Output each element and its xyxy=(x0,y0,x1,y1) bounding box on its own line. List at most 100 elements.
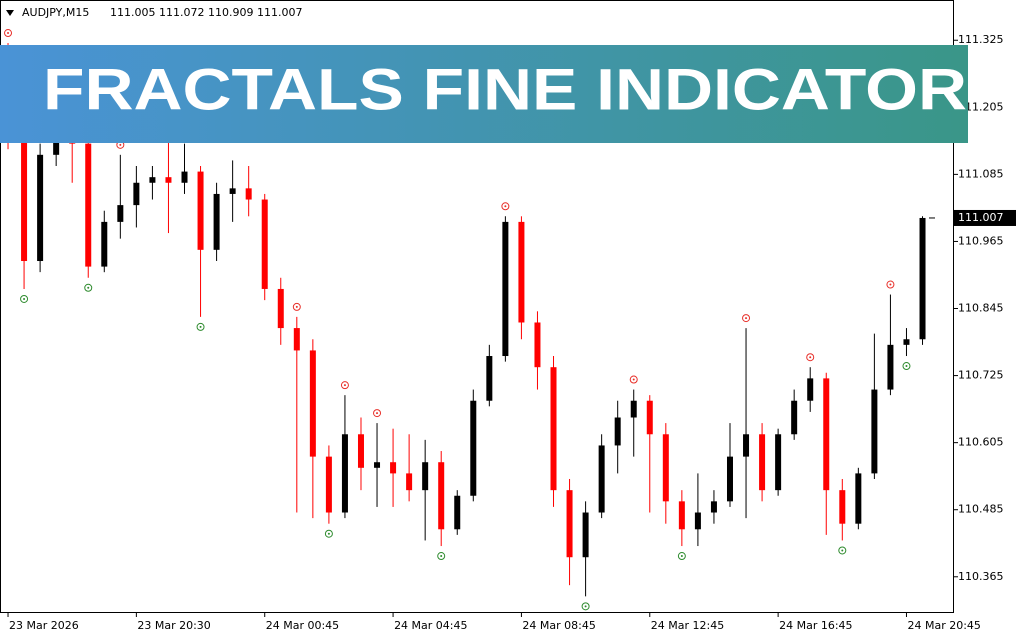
candle-body xyxy=(919,217,926,340)
candle-body xyxy=(871,389,878,474)
y-tick-label: 110.605 xyxy=(958,436,1004,449)
y-tick-label: 111.325 xyxy=(958,33,1004,46)
fractal-up xyxy=(886,280,895,289)
fractal-down-dot xyxy=(23,297,26,300)
fractal-up xyxy=(4,29,13,38)
candle-body xyxy=(37,154,44,262)
candle-body xyxy=(245,188,252,200)
fractal-up-dot xyxy=(343,384,346,387)
fractal-down xyxy=(677,552,686,561)
candle-body xyxy=(887,344,894,390)
y-tick-label: 110.485 xyxy=(958,503,1004,516)
candle-body xyxy=(903,339,910,345)
candle-body xyxy=(582,512,589,558)
x-tick-label: 24 Mar 12:45 xyxy=(651,619,724,632)
banner-title: FRACTALS FINE INDICATOR xyxy=(43,57,967,122)
candle-body xyxy=(470,400,477,496)
fractal-up-dot xyxy=(504,205,507,208)
candle-body xyxy=(743,434,750,457)
candle-body xyxy=(341,434,348,513)
fractal-up-dot xyxy=(809,356,812,359)
x-tick-label: 24 Mar 00:45 xyxy=(266,619,339,632)
fractal-up xyxy=(742,314,751,323)
fractal-down-dot xyxy=(841,549,844,552)
candle-body xyxy=(630,400,637,418)
fractal-up-dot xyxy=(119,143,122,146)
candle-body xyxy=(309,350,316,457)
y-tick-label: 110.365 xyxy=(958,570,1004,583)
quote: 111.005 111.072 110.909 111.007 xyxy=(110,6,302,19)
fractal-up xyxy=(373,409,382,418)
x-tick-label: 24 Mar 16:45 xyxy=(779,619,852,632)
fractal-down-dot xyxy=(905,365,908,368)
candle-body xyxy=(823,378,830,491)
menu-arrow xyxy=(6,10,14,16)
candle-body xyxy=(165,177,172,183)
candle-body xyxy=(646,400,653,435)
fractal-down xyxy=(902,362,911,371)
candle-body xyxy=(791,400,798,435)
candle-body xyxy=(566,490,573,558)
fractal-down xyxy=(838,546,847,555)
y-tick-label: 111.085 xyxy=(958,167,1004,180)
candle-body xyxy=(775,434,782,491)
fractal-down-dot xyxy=(199,325,202,328)
candle-body xyxy=(759,434,766,491)
fractal-up xyxy=(501,202,510,211)
fractal-up-dot xyxy=(376,412,379,415)
candle-body xyxy=(710,501,717,513)
fractal-down-dot xyxy=(680,555,683,558)
candle-body xyxy=(277,288,284,329)
candle-body xyxy=(534,322,541,368)
overlay: AUDJPY,M15 111.005 111.072 110.909 111.0… xyxy=(0,6,968,143)
fractal-down xyxy=(581,602,590,611)
symbol: AUDJPY,M15 xyxy=(22,6,89,19)
fractal-up-dot xyxy=(295,305,298,308)
candle-body xyxy=(502,221,509,357)
fractal-down-dot xyxy=(327,532,330,535)
x-tick-label: 24 Mar 08:45 xyxy=(522,619,595,632)
candle-body xyxy=(197,171,204,250)
candle-body xyxy=(357,434,364,468)
candle-body xyxy=(213,193,220,250)
fractal-down-dot xyxy=(87,286,90,289)
x-tick-label: 24 Mar 20:45 xyxy=(907,619,980,632)
fractal-down xyxy=(20,294,29,303)
y-tick-label: 111.205 xyxy=(958,100,1004,113)
candle-body xyxy=(325,456,332,513)
x-tick-label: 24 Mar 04:45 xyxy=(394,619,467,632)
candle-body xyxy=(518,221,525,323)
candle-body xyxy=(117,205,124,222)
y-tick-label: 110.845 xyxy=(958,302,1004,315)
candle-body xyxy=(550,367,557,491)
candle-body xyxy=(406,473,413,491)
candle-body xyxy=(694,512,701,530)
candle-body xyxy=(261,199,268,289)
fractal-down xyxy=(437,552,446,561)
fractal-up xyxy=(340,381,349,390)
fractal-up xyxy=(806,353,815,362)
candle-body xyxy=(486,356,493,401)
current-price-label: 111.007 xyxy=(958,211,1004,224)
candle-body xyxy=(85,143,92,267)
candle-body xyxy=(839,490,846,524)
fractal-up-dot xyxy=(745,317,748,320)
candle-body xyxy=(53,132,60,155)
fractal-down-dot xyxy=(584,605,587,608)
fractal-up-dot xyxy=(632,378,635,381)
candle-body xyxy=(438,462,445,530)
fractal-up xyxy=(292,302,301,311)
fractal-down xyxy=(196,322,205,331)
fractal-up-dot xyxy=(889,283,892,286)
candle-body xyxy=(855,473,862,524)
candle-body xyxy=(422,462,429,491)
x-tick-label: 23 Mar 20:30 xyxy=(137,619,210,632)
candle-body xyxy=(293,328,300,351)
current-price-box xyxy=(954,209,1016,226)
fractal-up-dot xyxy=(7,32,10,35)
candle-body xyxy=(726,456,733,502)
candle-body xyxy=(101,221,108,267)
y-tick-label: 110.725 xyxy=(958,369,1004,382)
